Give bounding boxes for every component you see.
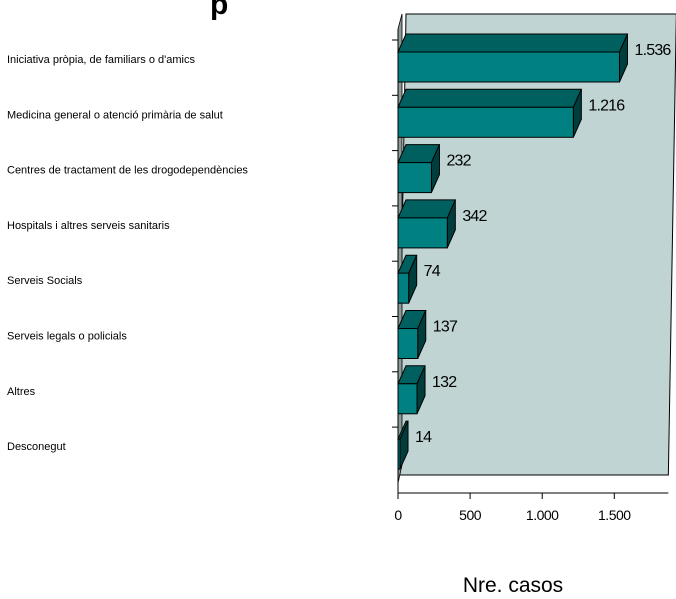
bar bbox=[397, 162, 432, 194]
bar-top bbox=[397, 88, 583, 108]
bar-top bbox=[397, 33, 629, 53]
bar bbox=[397, 106, 574, 138]
x-tick-label: 0 bbox=[394, 507, 402, 523]
value-label: 232 bbox=[446, 153, 471, 170]
bar bbox=[397, 217, 448, 249]
category-label: Serveis Socials bbox=[7, 275, 83, 287]
bar bbox=[397, 272, 410, 304]
category-label: Altres bbox=[7, 386, 36, 398]
value-label: 1.216 bbox=[588, 97, 625, 114]
value-label: 74 bbox=[424, 263, 441, 280]
bar bbox=[397, 383, 418, 415]
chart-title-fragment: p bbox=[210, 0, 229, 21]
x-tick-label: 500 bbox=[459, 507, 482, 523]
x-tick-label: 1.500 bbox=[598, 507, 631, 523]
category-label: Serveis legals o policials bbox=[7, 331, 127, 343]
value-label: 137 bbox=[433, 319, 458, 336]
category-label: Hospitals i altres serveis sanitaris bbox=[7, 220, 170, 232]
value-label: 132 bbox=[432, 374, 457, 391]
bar bbox=[397, 51, 620, 83]
category-label: Medicina general o atenció primària de s… bbox=[7, 109, 223, 121]
category-label: Centres de tractament de les drogodepend… bbox=[7, 165, 248, 177]
bar-top bbox=[397, 199, 457, 219]
bar bbox=[397, 438, 401, 470]
category-label: Desconegut bbox=[7, 441, 66, 453]
value-label: 14 bbox=[415, 429, 432, 446]
x-axis-label: Nre. casos bbox=[462, 574, 564, 597]
bar bbox=[397, 328, 419, 359]
category-label: Iniciativa pròpia, de familiars o d'amic… bbox=[7, 54, 195, 66]
x-tick-label: 1.000 bbox=[526, 507, 559, 523]
value-label: 342 bbox=[462, 208, 487, 225]
value-label: 1.536 bbox=[634, 42, 671, 59]
